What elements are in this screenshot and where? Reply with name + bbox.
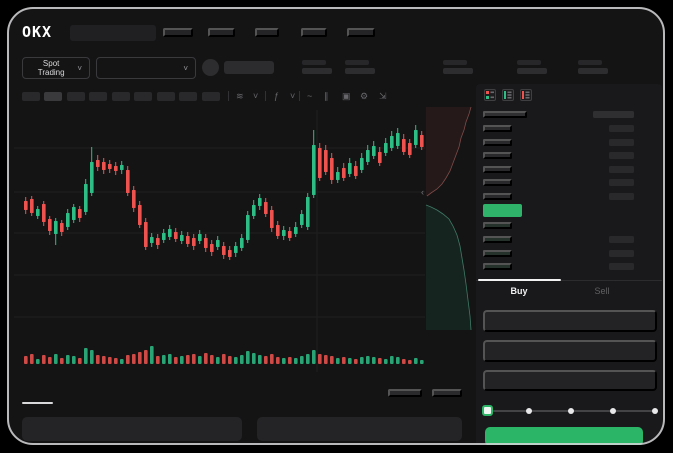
stat-label-placeholder (517, 60, 541, 65)
buy-submit-button[interactable] (485, 427, 643, 445)
settings-icon[interactable]: ⚙ (360, 91, 369, 101)
order-input[interactable] (483, 340, 657, 362)
bottom-link-placeholder[interactable] (432, 389, 462, 397)
order-input[interactable] (483, 310, 657, 332)
chevron-down-icon[interactable]: ˅ (290, 91, 296, 101)
coin-icon (202, 59, 219, 76)
pair-dropdown[interactable]: ˅ (96, 57, 196, 79)
stat-label-placeholder (345, 60, 369, 65)
bid-price-placeholder[interactable] (483, 263, 512, 270)
ask-price-placeholder[interactable] (483, 152, 512, 159)
compare-icon[interactable]: ∥ (324, 91, 329, 101)
chevron-down-icon: ˅ (183, 63, 188, 73)
market-type-label: Spot Trading (37, 59, 65, 77)
pair-name-placeholder (224, 61, 274, 74)
ask-price-placeholder[interactable] (483, 111, 527, 118)
bottom-link-placeholder[interactable] (388, 389, 422, 397)
market-type-dropdown[interactable]: Spot Trading ˅ (22, 57, 90, 79)
tab-buy[interactable]: Buy (479, 285, 559, 297)
stat-label-placeholder (443, 60, 467, 65)
chart-canvas[interactable] (7, 7, 665, 445)
search-input[interactable] (70, 25, 156, 41)
ask-price-placeholder[interactable] (483, 139, 512, 146)
ask-amount-placeholder (609, 179, 634, 186)
nav-item-placeholder[interactable] (208, 28, 235, 37)
stat-value-placeholder (345, 68, 375, 74)
toolbar-divider (299, 91, 300, 101)
fullscreen-icon[interactable]: ⇲ (379, 91, 387, 101)
camera-icon[interactable]: ▣ (342, 91, 351, 101)
amount-slider-handle[interactable] (482, 405, 493, 416)
bid-amount-placeholder (609, 250, 634, 257)
stat-value-placeholder (517, 68, 547, 74)
ask-amount-placeholder (609, 139, 634, 146)
ask-amount-placeholder (609, 152, 634, 159)
timeframe-button[interactable] (44, 92, 62, 101)
ask-amount-placeholder (609, 166, 634, 173)
chevron-down-icon: ˅ (77, 63, 82, 73)
chevron-down-icon[interactable]: ˅ (253, 91, 259, 101)
bid-amount-placeholder (609, 236, 634, 243)
ask-price-placeholder[interactable] (483, 166, 512, 173)
orderbook-both-view[interactable] (484, 89, 496, 101)
bottom-tab-underline (22, 402, 53, 404)
stat-label-placeholder (302, 60, 326, 65)
timeframe-button[interactable] (22, 92, 40, 101)
orderbook-asks-view[interactable] (520, 89, 532, 101)
nav-item-placeholder[interactable] (163, 28, 193, 37)
toolbar-divider (265, 91, 266, 101)
timeframe-button[interactable] (179, 92, 197, 101)
timeframe-button[interactable] (202, 92, 220, 101)
indicator-icon[interactable]: ƒ (274, 91, 280, 101)
app-window: OKX Spot Trading ˅ ˅ ‹ Buy Sell ≋ ˅ ƒ ˅ ~ ∥ ▣ ⚙… (7, 7, 665, 445)
timeframe-button[interactable] (134, 92, 152, 101)
order-input[interactable] (483, 370, 657, 391)
timeframe-button[interactable] (157, 92, 175, 101)
slider-step-dot[interactable] (610, 408, 616, 414)
stat-value-placeholder (578, 68, 608, 74)
orderbook-bids-view[interactable] (502, 89, 514, 101)
nav-item-placeholder[interactable] (255, 28, 279, 37)
last-price-badge[interactable] (483, 204, 522, 217)
okx-logo: OKX (22, 23, 53, 41)
slider-step-dot[interactable] (526, 408, 532, 414)
bottom-panel (22, 417, 242, 441)
bid-price-placeholder[interactable] (483, 236, 512, 243)
ask-price-placeholder[interactable] (483, 193, 512, 200)
ask-amount-placeholder (593, 111, 634, 118)
nav-item-placeholder[interactable] (301, 28, 327, 37)
bottom-panel (257, 417, 462, 441)
timeframe-button[interactable] (112, 92, 130, 101)
slider-step-dot[interactable] (652, 408, 658, 414)
buy-tab-indicator (478, 279, 561, 281)
tab-sell[interactable]: Sell (562, 285, 642, 297)
line-style-icon[interactable]: ~ (307, 91, 313, 101)
stat-label-placeholder (578, 60, 602, 65)
bid-amount-placeholder (609, 263, 634, 270)
timeframe-button[interactable] (67, 92, 85, 101)
ask-price-placeholder[interactable] (483, 125, 512, 132)
slider-step-dot[interactable] (568, 408, 574, 414)
timeframe-button[interactable] (89, 92, 107, 101)
tab-divider (476, 280, 662, 281)
toolbar-divider (228, 91, 229, 101)
candlestick-type-icon[interactable]: ≋ (236, 91, 244, 101)
bid-price-placeholder[interactable] (483, 250, 512, 257)
ask-amount-placeholder (609, 193, 634, 200)
ask-amount-placeholder (609, 125, 634, 132)
ask-price-placeholder[interactable] (483, 179, 512, 186)
bid-price-placeholder[interactable] (483, 222, 512, 229)
nav-item-placeholder[interactable] (347, 28, 375, 37)
stat-value-placeholder (443, 68, 473, 74)
depth-collapse-arrow[interactable]: ‹ (421, 187, 424, 197)
stat-value-placeholder (302, 68, 332, 74)
